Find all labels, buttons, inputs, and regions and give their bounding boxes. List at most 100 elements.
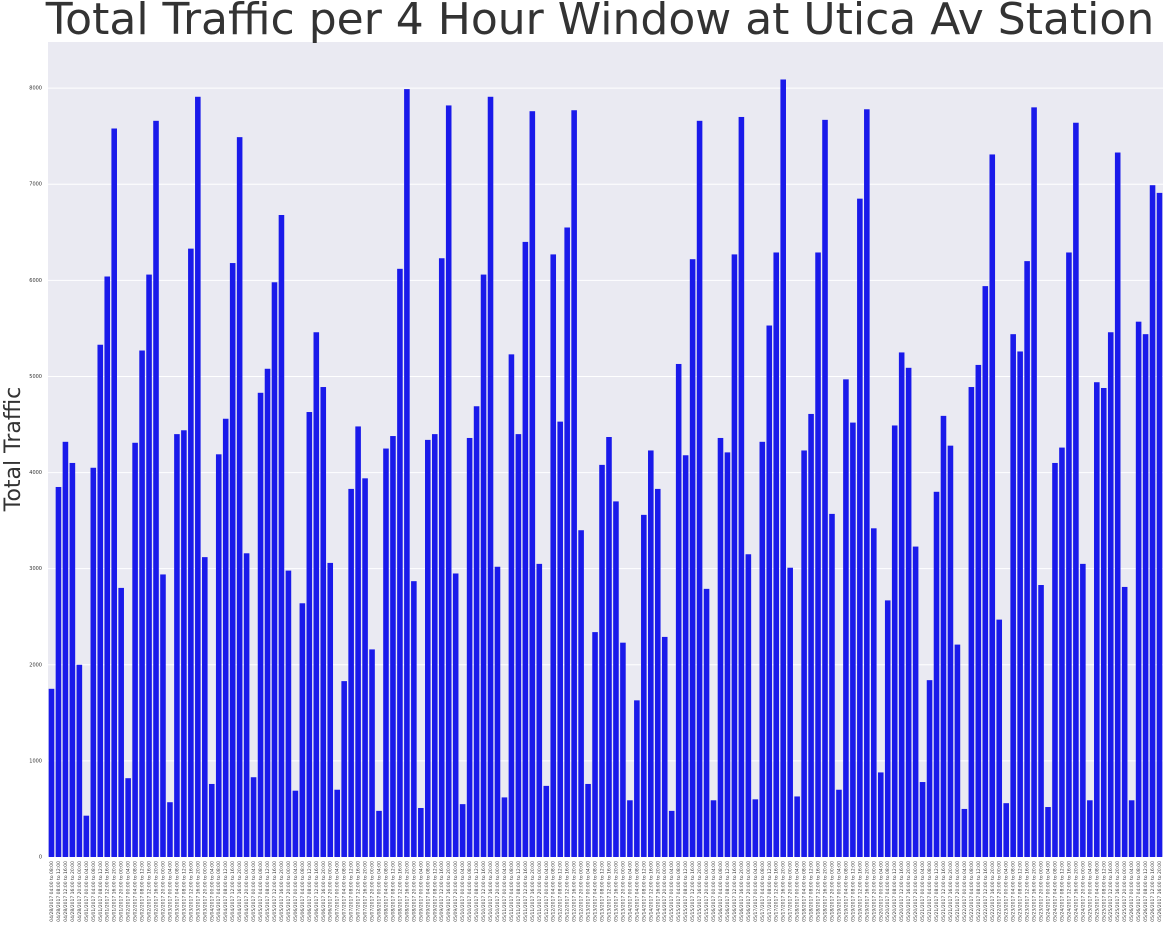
- bar: [1073, 122, 1079, 857]
- bar: [1135, 321, 1142, 857]
- bar: [125, 778, 131, 857]
- x-tick-label: 05/09/2017 12:00 to 16:00: [439, 861, 445, 922]
- bar: [1066, 252, 1072, 857]
- x-tick-label: 05/12/2017 04:00 to 08:00: [551, 861, 557, 922]
- bar: [606, 437, 612, 857]
- x-tick-label: 05/23/2017 20:00 to 00:00: [1039, 861, 1045, 922]
- bar: [710, 800, 717, 857]
- bar: [299, 603, 306, 857]
- y-tick-label: 8000: [29, 86, 42, 92]
- x-tick-label: 05/01/2017 00:00 to 04:00: [84, 861, 90, 922]
- x-tick-label: 05/07/2017 04:00 to 08:00: [342, 861, 348, 922]
- bar: [139, 350, 145, 857]
- bar: [613, 501, 619, 857]
- x-tick-label: 05/09/2017 04:00 to 08:00: [425, 861, 431, 922]
- bar: [661, 636, 668, 857]
- x-tick-label: 05/09/2017 16:00 to 20:00: [446, 861, 452, 922]
- bar: [1100, 387, 1107, 857]
- x-tick-label: 05/26/2017 08:00 to 12:00: [1143, 861, 1149, 922]
- x-tick-label: 04/28/2017 12:00 to 16:00: [63, 861, 69, 922]
- bar: [585, 783, 591, 857]
- bar: [69, 462, 76, 857]
- bar: [195, 96, 201, 857]
- x-tick-label: 05/18/2017 04:00 to 08:00: [802, 861, 808, 922]
- bar: [745, 554, 752, 857]
- x-tick-label: 05/14/2017 20:00 to 00:00: [662, 861, 668, 922]
- bar: [153, 120, 159, 857]
- bar: [181, 430, 187, 857]
- x-tick-label: 05/18/2017 08:00 to 12:00: [809, 861, 815, 922]
- bar: [780, 79, 786, 858]
- x-tick-label: 05/25/2017 08:00 to 12:00: [1101, 861, 1107, 922]
- bar: [968, 387, 975, 857]
- x-tick-label: 05/14/2017 12:00 to 16:00: [648, 861, 654, 922]
- bar: [76, 664, 83, 857]
- bar: [592, 632, 598, 857]
- x-tick-label: 05/24/2017 08:00 to 12:00: [1059, 861, 1065, 922]
- plot-background: [48, 42, 1163, 857]
- bar: [411, 581, 417, 857]
- x-tick-label: 05/01/2017 04:00 to 08:00: [91, 861, 97, 922]
- bar: [982, 286, 989, 857]
- bar: [487, 96, 494, 857]
- x-tick-label: 05/19/2017 20:00 to 00:00: [871, 861, 877, 922]
- bar: [996, 619, 1003, 857]
- bar: [1024, 261, 1030, 858]
- x-tick-label: 05/07/2017 08:00 to 12:00: [349, 861, 355, 922]
- x-tick-label: 05/23/2017 04:00 to 08:00: [1011, 861, 1017, 922]
- x-tick-label: 05/08/2017 08:00 to 12:00: [390, 861, 396, 922]
- x-tick-label: 05/05/2017 00:00 to 04:00: [251, 861, 257, 922]
- bar: [857, 198, 863, 857]
- bar: [808, 413, 814, 857]
- y-tick-label: 7000: [29, 182, 42, 188]
- bar: [452, 573, 459, 857]
- bar: [1087, 800, 1093, 857]
- bar: [689, 259, 696, 857]
- x-tick-label: 05/07/2017 20:00 to 00:00: [370, 861, 376, 922]
- bar: [1142, 334, 1149, 857]
- bar: [62, 441, 69, 857]
- x-tick-label: 05/25/2017 12:00 to 16:00: [1108, 861, 1114, 922]
- bar: [257, 392, 264, 857]
- bar: [174, 434, 180, 857]
- x-tick-label: 05/16/2017 16:00 to 20:00: [739, 861, 745, 922]
- bar: [1121, 586, 1128, 857]
- bar: [431, 434, 438, 857]
- x-tick-label: 05/17/2017 16:00 to 20:00: [781, 861, 787, 922]
- x-tick-label: 05/26/2017 00:00 to 04:00: [1129, 861, 1135, 922]
- bar: [334, 789, 340, 857]
- x-tick-label: 05/14/2017 04:00 to 08:00: [634, 861, 640, 922]
- bar: [641, 514, 647, 857]
- x-tick-label: 05/06/2017 00:00 to 04:00: [293, 861, 299, 922]
- x-tick-label: 05/26/2017 12:00 to 16:00: [1150, 861, 1156, 922]
- bar: [536, 563, 543, 857]
- bar: [222, 418, 229, 857]
- x-tick-label: 05/02/2017 16:00 to 20:00: [154, 861, 160, 922]
- x-tick-label: 05/01/2017 16:00 to 20:00: [112, 861, 118, 922]
- bar: [208, 783, 215, 857]
- bar: [1045, 807, 1051, 857]
- x-tick-label: 05/19/2017 04:00 to 08:00: [843, 861, 849, 922]
- x-tick-label: 05/08/2017 16:00 to 20:00: [404, 861, 410, 922]
- x-tick-label: 05/24/2017 12:00 to 16:00: [1066, 861, 1072, 922]
- x-tick-label: 05/10/2017 08:00 to 12:00: [474, 861, 480, 922]
- x-tick-label: 05/09/2017 20:00 to 00:00: [453, 861, 459, 922]
- x-tick-label: 05/21/2017 16:00 to 20:00: [948, 861, 954, 922]
- x-tick-label: 05/16/2017 12:00 to 16:00: [732, 861, 738, 922]
- bar: [397, 268, 403, 857]
- bar: [215, 454, 222, 857]
- bar: [146, 274, 152, 858]
- x-tick-label: 05/14/2017 16:00 to 20:00: [655, 861, 661, 922]
- bar: [48, 688, 55, 857]
- x-tick-label: 05/20/2017 12:00 to 16:00: [899, 861, 905, 922]
- x-tick-label: 05/10/2017 00:00 to 04:00: [460, 861, 466, 922]
- y-axis-label: Total Traffic: [1, 387, 26, 512]
- bar: [1114, 152, 1121, 857]
- x-tick-label: 05/13/2017 04:00 to 08:00: [593, 861, 599, 922]
- x-tick-label: 05/03/2017 20:00 to 00:00: [202, 861, 208, 922]
- x-tick-label: 05/20/2017 00:00 to 04:00: [878, 861, 884, 922]
- bar: [1031, 107, 1037, 858]
- x-tick-label: 05/02/2017 08:00 to 12:00: [140, 861, 146, 922]
- bar: [1107, 332, 1114, 857]
